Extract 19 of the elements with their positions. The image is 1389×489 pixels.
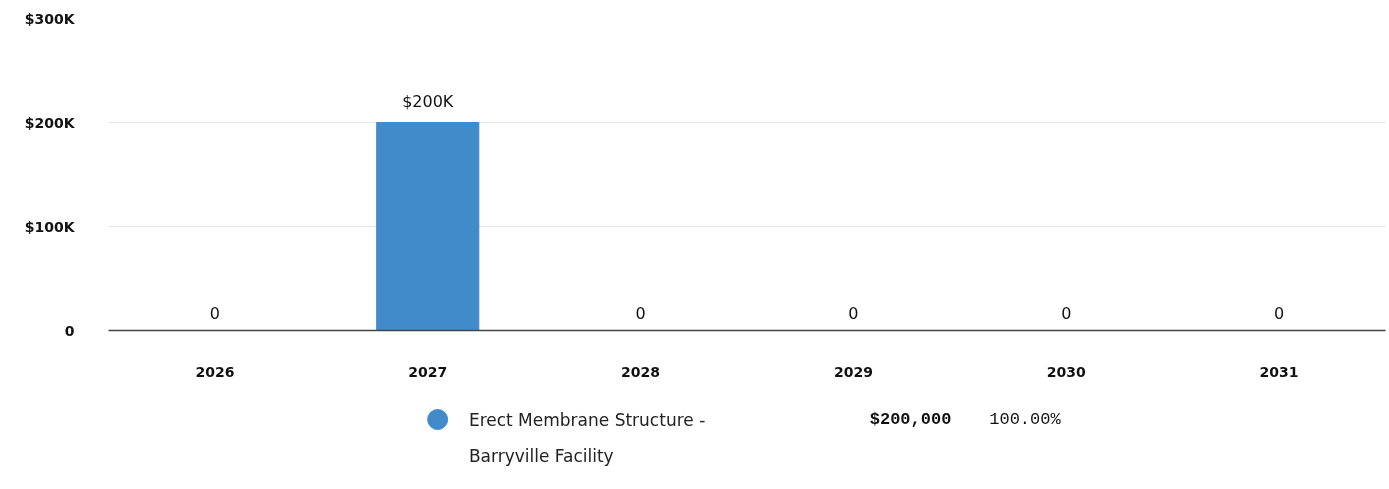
- data-label: 0: [848, 303, 859, 323]
- x-tick-label: 2026: [195, 363, 235, 380]
- x-tick-label: 2031: [1259, 363, 1299, 380]
- x-tick-label: 2029: [833, 363, 873, 380]
- data-label: 0: [635, 303, 646, 323]
- y-tick-label: $200K: [24, 114, 76, 131]
- x-tick-label: 2027: [408, 363, 448, 380]
- text: $200,000: [869, 410, 952, 429]
- text: 100.00%: [989, 410, 1062, 429]
- x-tick-label: 2030: [1046, 363, 1086, 380]
- data-label: 0: [209, 303, 221, 323]
- legend-label: Erect Membrane Structure - Barryville Facility: [468, 409, 706, 466]
- data-label: 0: [1273, 303, 1285, 323]
- data-label: $200K: [402, 91, 454, 111]
- y-tick-label: 0: [64, 322, 75, 339]
- y-tick-label: $300K: [24, 10, 76, 27]
- data-label: 0: [1061, 303, 1072, 323]
- y-tick-label: $100K: [24, 218, 76, 235]
- x-tick-label: 2028: [621, 363, 661, 380]
